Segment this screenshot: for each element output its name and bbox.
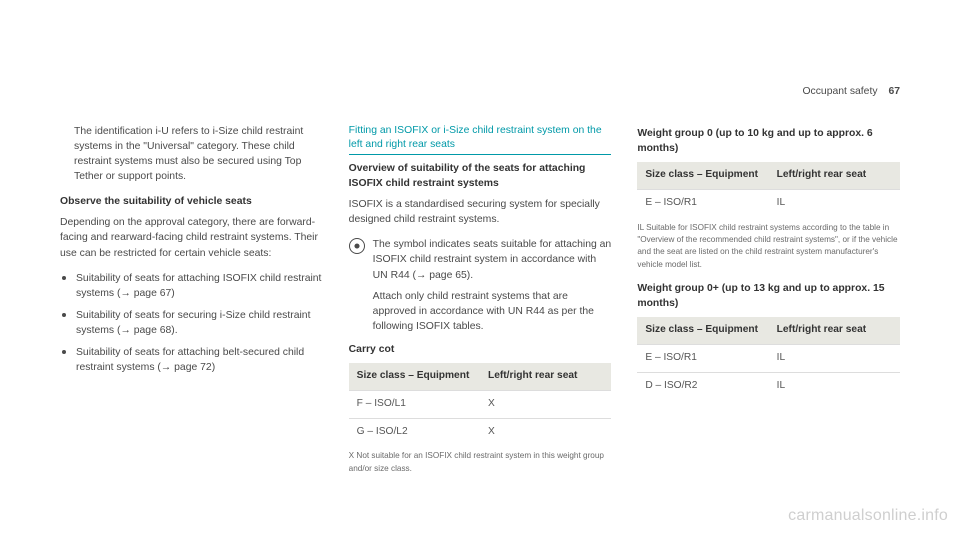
section-title: Occupant safety [802, 86, 877, 97]
table-cell: E – ISO/R1 [637, 344, 768, 372]
table-header-row: Size class – Equipment Left/right rear s… [637, 162, 900, 189]
table-header: Left/right rear seat [769, 162, 900, 189]
table-title-group0plus: Weight group 0+ (up to 13 kg and up to a… [637, 281, 900, 311]
table-row: G – ISO/L2 X [349, 418, 612, 445]
list-item: Suitability of seats for attaching ISOFI… [60, 271, 323, 301]
table-row: E – ISO/R1 IL [637, 189, 900, 216]
table-row: F – ISO/L1 X [349, 390, 612, 418]
table-footnote: IL Suitable for ISOFIX child restraint s… [637, 222, 900, 271]
table-group0: Size class – Equipment Left/right rear s… [637, 162, 900, 217]
info-icon [349, 238, 365, 254]
note-text-2: Attach only child restraint systems that… [373, 289, 612, 334]
note-body: The symbol indicates seats suitable for … [373, 237, 612, 333]
watermark-text: carmanualsonline.info [788, 507, 948, 525]
table-title-group0: Weight group 0 (up to 10 kg and up to ap… [637, 126, 900, 156]
info-note: The symbol indicates seats suitable for … [349, 237, 612, 333]
page-number: 67 [888, 86, 900, 97]
bullet-list: Suitability of seats for attaching ISOFI… [60, 271, 323, 375]
manual-page: Occupant safety 67 The identification i-… [0, 0, 960, 533]
subheading-observe: Observe the suitability of vehicle seats [60, 194, 323, 209]
table-footnote: X Not suitable for an ISOFIX child restr… [349, 450, 612, 475]
list-text: Suitability of seats for attaching ISOFI… [76, 273, 321, 299]
body-paragraph: ISOFIX is a standardised securing system… [349, 197, 612, 227]
table-cell: D – ISO/R2 [637, 372, 768, 399]
list-item: Suitability of seats for securing i-Size… [60, 308, 323, 338]
table-header: Left/right rear seat [480, 363, 611, 390]
note-text-1: The symbol indicates seats suitable for … [373, 237, 612, 282]
section-heading: Fitting an ISOFIX or i-Size child restra… [349, 124, 612, 155]
table-cell: G – ISO/L2 [349, 418, 480, 445]
column-3: Weight group 0 (up to 10 kg and up to ap… [637, 124, 900, 485]
table-cell: F – ISO/L1 [349, 390, 480, 418]
table-header-row: Size class – Equipment Left/right rear s… [637, 317, 900, 344]
table-cell: X [480, 390, 611, 418]
table-carrycot: Size class – Equipment Left/right rear s… [349, 363, 612, 445]
intro-paragraph: The identification i-U refers to i-Size … [60, 124, 323, 184]
table-title-carrycot: Carry cot [349, 342, 612, 357]
table-row: E – ISO/R1 IL [637, 344, 900, 372]
subheading-overview: Overview of suitability of the seats for… [349, 161, 612, 191]
content-columns: The identification i-U refers to i-Size … [60, 124, 900, 485]
table-header: Left/right rear seat [769, 317, 900, 344]
table-header: Size class – Equipment [349, 363, 480, 390]
table-header-row: Size class – Equipment Left/right rear s… [349, 363, 612, 390]
list-text: Suitability of seats for securing i-Size… [76, 310, 310, 336]
list-item: Suitability of seats for attaching belt-… [60, 345, 323, 375]
table-header: Size class – Equipment [637, 162, 768, 189]
column-1: The identification i-U refers to i-Size … [60, 124, 323, 485]
table-cell: IL [769, 189, 900, 216]
body-paragraph: Depending on the approval category, ther… [60, 215, 323, 260]
page-header: Occupant safety 67 [802, 84, 900, 99]
column-2: Fitting an ISOFIX or i-Size child restra… [349, 124, 612, 485]
list-text: Suitability of seats for attaching belt-… [76, 347, 304, 373]
table-cell: IL [769, 372, 900, 399]
table-header: Size class – Equipment [637, 317, 768, 344]
table-row: D – ISO/R2 IL [637, 372, 900, 399]
table-cell: X [480, 418, 611, 445]
table-group0plus: Size class – Equipment Left/right rear s… [637, 317, 900, 399]
table-cell: E – ISO/R1 [637, 189, 768, 216]
table-cell: IL [769, 344, 900, 372]
